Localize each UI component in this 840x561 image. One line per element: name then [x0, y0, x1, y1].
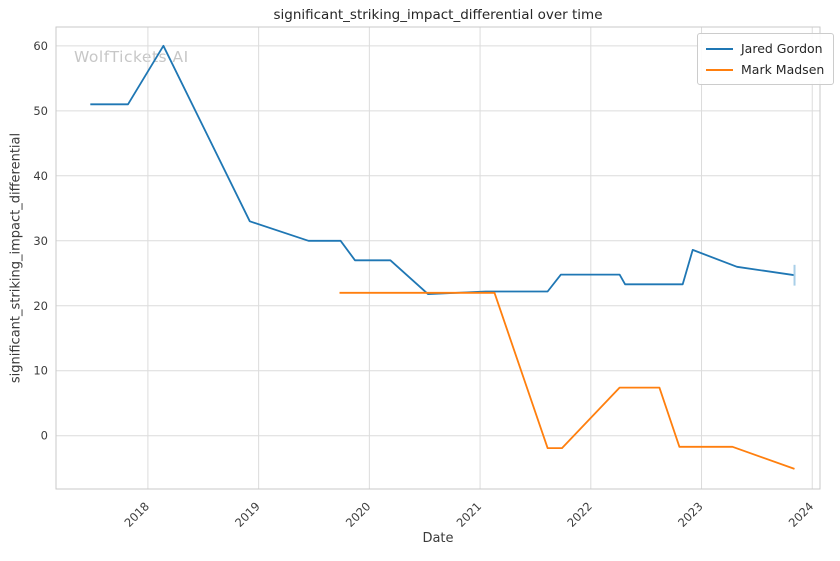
legend: Jared Gordon Mark Madsen — [697, 33, 835, 85]
x-tick-label: 2023 — [675, 499, 706, 530]
series-line-jared-gordon — [90, 44, 795, 296]
legend-line-swatch — [706, 47, 733, 50]
x-tick-label: 2018 — [121, 499, 152, 530]
legend-item-jared-gordon: Jared Gordon — [706, 38, 824, 59]
y-axis-label: significant_striking_impact_differential — [8, 132, 24, 384]
legend-label: Mark Madsen — [741, 62, 825, 77]
y-tick-label: 0 — [41, 429, 48, 443]
x-tick-label: 2019 — [232, 499, 263, 530]
x-axis-label: Date — [422, 531, 454, 546]
chart-title: significant_striking_impact_differential… — [273, 7, 603, 23]
y-tick-label: 30 — [33, 234, 48, 248]
x-tick-label: 2020 — [343, 499, 374, 530]
series-line-mark-madsen — [339, 291, 795, 470]
legend-label: Jared Gordon — [741, 41, 823, 56]
y-tick-label: 40 — [33, 169, 48, 183]
legend-line-swatch — [706, 68, 733, 71]
y-tick-label: 10 — [33, 364, 48, 378]
y-tick-label: 60 — [33, 39, 48, 53]
x-tick-label: 2024 — [786, 499, 817, 530]
y-tick-label: 50 — [33, 104, 48, 118]
legend-item-mark-madsen: Mark Madsen — [706, 59, 824, 80]
x-tick-label: 2022 — [564, 499, 595, 530]
y-tick-label: 20 — [33, 299, 48, 313]
x-tick-label: 2021 — [454, 499, 485, 530]
plot-border — [55, 26, 821, 490]
